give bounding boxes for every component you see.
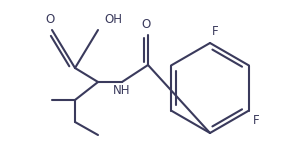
Text: OH: OH xyxy=(104,13,122,26)
Text: F: F xyxy=(253,115,260,127)
Text: F: F xyxy=(212,25,219,38)
Text: NH: NH xyxy=(113,84,131,97)
Text: O: O xyxy=(141,18,151,31)
Text: O: O xyxy=(45,13,55,26)
